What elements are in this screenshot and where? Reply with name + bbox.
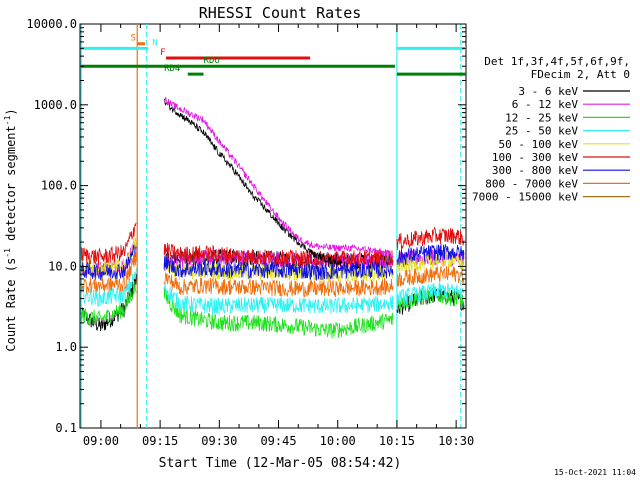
y-axis-label: Count Rate (s-1 detector segment-1) (3, 108, 18, 351)
series-line (163, 256, 394, 281)
x-tick-label: 10:30 (438, 434, 474, 448)
flag-label: RDO (204, 56, 220, 66)
y-tick-label: 100.0 (41, 179, 77, 193)
series-line (396, 226, 465, 250)
series-line (80, 244, 137, 281)
legend-label: 800 - 7000 keV (485, 177, 578, 190)
x-tick-label: 09:45 (260, 434, 296, 448)
series-line (163, 281, 394, 315)
series-line (163, 272, 394, 298)
plot-frame (79, 23, 467, 429)
x-axis-label: Start Time (12-Mar-05 08:54:42) (159, 456, 402, 471)
series-line (396, 265, 465, 287)
timestamp: 15-Oct-2021 11:04 (554, 468, 636, 477)
series-line (80, 249, 137, 294)
series-line (163, 242, 394, 269)
flag-bars: S NF RDO RD4 (81, 34, 466, 76)
flag-label: N (152, 38, 157, 48)
plot-area (79, 23, 467, 429)
series-line (163, 98, 343, 267)
legend-label: 300 - 800 keV (492, 164, 578, 177)
y-axis-label-end: ) (4, 108, 18, 115)
legend-label: 7000 - 15000 keV (472, 191, 578, 204)
x-axis: 09:00 09:15 09:30 09:45 10:00 10:15 10:30 (83, 24, 474, 448)
legend-header-line2: FDecim 2, Att 0 (531, 68, 630, 81)
flag-label: F (160, 48, 165, 58)
x-tick-label: 09:30 (201, 434, 237, 448)
series-line (396, 282, 465, 307)
series-line (163, 287, 394, 339)
y-axis-label-sup1: -1 (3, 248, 12, 258)
series-line (80, 222, 137, 265)
y-axis-label-base: Count Rate (s (4, 258, 18, 352)
x-tick-label: 09:00 (83, 434, 119, 448)
y-axis: 0.1 1.0 10.0 100.0 1000.0 10000.0 (26, 17, 466, 435)
vertical-markers (80, 24, 462, 428)
y-tick-label: 10000.0 (26, 17, 77, 31)
legend-label: 3 - 6 keV (518, 85, 578, 98)
chart-title: RHESSI Count Rates (199, 4, 362, 22)
legend-label: 6 - 12 keV (512, 98, 579, 111)
flag-label: S (131, 34, 136, 44)
series-line (396, 251, 465, 273)
legend: Det 1f,3f,4f,5f,6f,9f, FDecim 2, Att 0 3… (472, 55, 630, 204)
legend-header-line1: Det 1f,3f,4f,5f,6f,9f, (484, 55, 630, 68)
y-axis-label-sup2: -1 (3, 115, 12, 125)
y-tick-label: 10.0 (48, 259, 77, 273)
series-line (80, 280, 137, 326)
legend-label: 100 - 300 keV (492, 151, 578, 164)
series-line (396, 243, 465, 266)
series-layer (80, 96, 465, 339)
y-tick-label: 1000.0 (34, 98, 77, 112)
x-tick-label: 10:15 (379, 434, 415, 448)
legend-label: 25 - 50 keV (505, 125, 578, 138)
y-axis-label-mid: detector segment (4, 125, 18, 248)
flag-label: RD4 (164, 64, 180, 74)
y-tick-label: 0.1 (55, 421, 77, 435)
y-tick-label: 1.0 (55, 340, 77, 354)
legend-label: 12 - 25 keV (505, 111, 578, 124)
x-tick-label: 09:15 (142, 434, 178, 448)
series-line (163, 96, 394, 259)
x-tick-label: 10:00 (320, 434, 356, 448)
legend-label: 50 - 100 keV (499, 138, 579, 151)
